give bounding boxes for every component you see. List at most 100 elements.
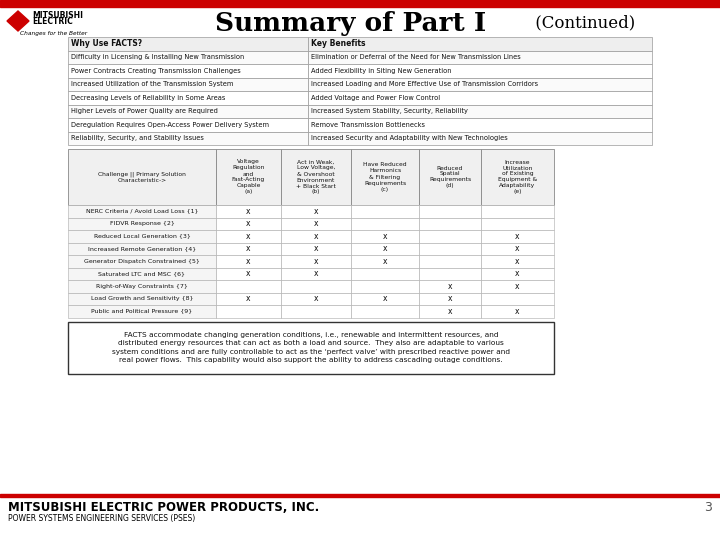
Bar: [308, 64, 652, 78]
Bar: [308, 132, 652, 145]
Bar: [216, 149, 281, 205]
Text: x: x: [314, 294, 318, 303]
Bar: [281, 149, 351, 205]
Bar: [419, 267, 481, 280]
Bar: [68, 267, 216, 280]
Text: Decreasing Levels of Reliability in Some Areas: Decreasing Levels of Reliability in Some…: [71, 94, 225, 101]
Text: x: x: [246, 232, 251, 241]
Text: POWER SYSTEMS ENGINEERING SERVICES (PSES): POWER SYSTEMS ENGINEERING SERVICES (PSES…: [8, 514, 195, 523]
Text: Reduced Local Generation {3}: Reduced Local Generation {3}: [94, 234, 190, 239]
Text: x: x: [516, 256, 520, 266]
Text: x: x: [246, 294, 251, 303]
Bar: [216, 242, 281, 255]
Bar: [68, 132, 308, 145]
Text: Voltage
Regulation
and
Fast-Acting
Capable
(a): Voltage Regulation and Fast-Acting Capab…: [232, 159, 265, 194]
Bar: [68, 91, 308, 105]
Text: Have Reduced
Harmonics
& Filtering
Requirements
(c): Have Reduced Harmonics & Filtering Requi…: [363, 163, 407, 192]
Bar: [68, 64, 308, 78]
Bar: [481, 280, 554, 293]
Bar: [216, 255, 281, 267]
Bar: [351, 280, 419, 293]
Bar: [68, 293, 216, 305]
Bar: [351, 230, 419, 242]
Text: x: x: [314, 244, 318, 253]
Text: Reduced
Spatial
Requirements
(d): Reduced Spatial Requirements (d): [429, 165, 471, 188]
Text: Increased Utilization of the Transmission System: Increased Utilization of the Transmissio…: [71, 81, 233, 87]
Text: x: x: [516, 282, 520, 291]
Bar: [68, 78, 308, 91]
Bar: [68, 305, 216, 318]
Bar: [419, 255, 481, 267]
Bar: [419, 280, 481, 293]
Text: Remove Transmission Bottlenecks: Remove Transmission Bottlenecks: [311, 122, 425, 128]
Text: Act in Weak,
Low Voltage,
& Overshoot
Environment
+ Black Start
(b): Act in Weak, Low Voltage, & Overshoot En…: [296, 159, 336, 194]
Bar: [419, 205, 481, 218]
Bar: [68, 205, 216, 218]
Text: x: x: [448, 294, 452, 303]
Bar: [481, 242, 554, 255]
Bar: [68, 255, 216, 267]
Bar: [68, 105, 308, 118]
Bar: [68, 321, 554, 374]
Text: Increased Security and Adaptability with New Technologies: Increased Security and Adaptability with…: [311, 135, 508, 141]
Bar: [351, 305, 419, 318]
Text: x: x: [383, 294, 387, 303]
Text: FACTS accommodate changing generation conditions, i.e., renewable and intermitte: FACTS accommodate changing generation co…: [112, 332, 510, 363]
Bar: [281, 255, 351, 267]
Bar: [216, 218, 281, 230]
Polygon shape: [7, 11, 29, 31]
Bar: [481, 267, 554, 280]
Bar: [308, 51, 652, 64]
Text: FIDVR Response {2}: FIDVR Response {2}: [109, 221, 174, 226]
Text: x: x: [246, 219, 251, 228]
Text: Key Benefits: Key Benefits: [311, 39, 366, 48]
Text: Changes for the Better: Changes for the Better: [20, 31, 87, 36]
Text: Load Growth and Sensitivity {8}: Load Growth and Sensitivity {8}: [91, 296, 193, 301]
Bar: [216, 280, 281, 293]
Bar: [0, 494, 720, 497]
Bar: [481, 218, 554, 230]
Text: Generator Dispatch Constrained {5}: Generator Dispatch Constrained {5}: [84, 259, 200, 264]
Text: Right-of-Way Constraints {7}: Right-of-Way Constraints {7}: [96, 284, 188, 289]
Bar: [68, 280, 216, 293]
Text: x: x: [516, 244, 520, 253]
Bar: [68, 118, 308, 132]
Bar: [481, 293, 554, 305]
Bar: [481, 255, 554, 267]
Bar: [481, 230, 554, 242]
Text: Saturated LTC and MSC {6}: Saturated LTC and MSC {6}: [99, 271, 186, 276]
Text: x: x: [448, 307, 452, 316]
Text: x: x: [314, 232, 318, 241]
Text: MITSUBISHI ELECTRIC POWER PRODUCTS, INC.: MITSUBISHI ELECTRIC POWER PRODUCTS, INC.: [8, 501, 319, 514]
Bar: [308, 105, 652, 118]
Bar: [281, 242, 351, 255]
Bar: [281, 205, 351, 218]
Text: x: x: [246, 244, 251, 253]
Text: Summary of Part I: Summary of Part I: [215, 10, 486, 36]
Text: Reliability, Security, and Stability Issues: Reliability, Security, and Stability Iss…: [71, 135, 204, 141]
Bar: [419, 230, 481, 242]
Bar: [68, 230, 216, 242]
Text: 3: 3: [704, 501, 712, 514]
Text: Increased System Stability, Security, Reliability: Increased System Stability, Security, Re…: [311, 108, 468, 114]
Bar: [281, 218, 351, 230]
Text: (Continued): (Continued): [530, 15, 635, 31]
Text: x: x: [314, 256, 318, 266]
Bar: [419, 305, 481, 318]
Text: Higher Levels of Power Quality are Required: Higher Levels of Power Quality are Requi…: [71, 108, 218, 114]
Text: Public and Political Pressure {9}: Public and Political Pressure {9}: [91, 309, 193, 314]
Bar: [68, 149, 216, 205]
Bar: [216, 230, 281, 242]
Text: NERC Criteria / Avoid Load Loss {1}: NERC Criteria / Avoid Load Loss {1}: [86, 209, 198, 214]
Text: x: x: [314, 219, 318, 228]
Text: x: x: [246, 256, 251, 266]
Text: Difficulty in Licensing & Installing New Transmission: Difficulty in Licensing & Installing New…: [71, 54, 244, 60]
Text: x: x: [314, 269, 318, 278]
Text: x: x: [314, 207, 318, 216]
Text: Challenge || Primary Solution
Characteristic->: Challenge || Primary Solution Characteri…: [98, 171, 186, 183]
Bar: [351, 255, 419, 267]
Text: x: x: [516, 307, 520, 316]
Text: MITSUBISHI: MITSUBISHI: [32, 11, 83, 21]
Bar: [351, 267, 419, 280]
Text: x: x: [246, 269, 251, 278]
